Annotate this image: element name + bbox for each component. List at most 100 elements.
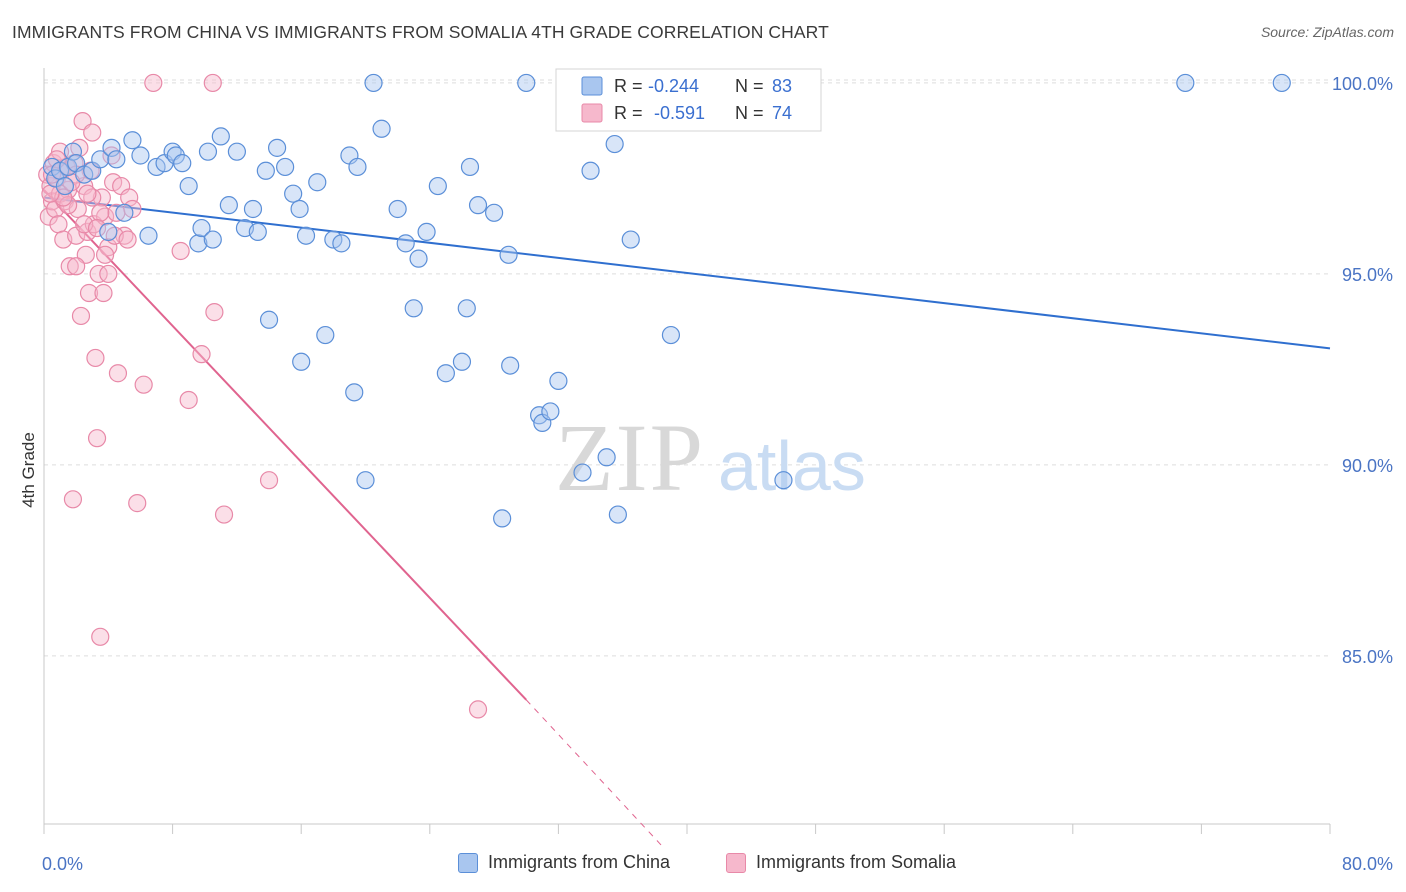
data-point-china [499,245,518,264]
data-point-somalia [203,73,222,93]
data-point-china [179,176,198,196]
source-label: Source: ZipAtlas.com [1260,24,1394,40]
data-point-somalia [86,348,105,368]
y-tick-label: 85.0% [1342,647,1393,667]
data-point-somalia [134,375,153,394]
data-point-somalia [63,490,83,509]
data-point-china [332,234,351,253]
data-point-china [428,176,447,196]
data-point-china [517,73,536,93]
data-point-china [131,146,150,165]
data-point-china [203,230,222,249]
legend-somalia-r-label: R = [614,103,643,123]
data-point-china [259,310,279,329]
data-point-china [284,184,303,203]
trend-line-china [43,196,1331,350]
data-point-china [605,134,624,154]
data-point-china [55,176,74,196]
data-point-china [345,383,364,402]
x-tick-labels: 0.0% 80.0% [42,854,1393,874]
data-point-china [308,173,327,192]
data-point-somalia [144,73,163,93]
data-point-somalia [214,505,234,524]
data-point-china [485,203,504,222]
data-point-somalia [49,215,68,234]
bottom-legend: Immigrants from China Immigrants from So… [0,852,1406,878]
legend-somalia-n-label: N = [735,103,764,123]
data-point-china [123,131,142,150]
data-point-china [166,146,185,165]
data-point-somalia [60,257,79,276]
bottom-legend-swatch-china [458,852,478,873]
data-point-china [436,364,455,383]
legend-swatch-somalia [581,103,603,123]
data-point-china [227,142,246,161]
data-point-china [661,325,681,345]
points-china [42,73,1291,528]
data-point-china [1176,73,1195,93]
data-point-china [219,196,238,215]
data-point-china [91,150,110,169]
data-point-somalia [179,390,198,410]
data-point-china [115,203,134,222]
data-point-china [457,299,476,318]
points-somalia [38,73,488,719]
data-point-china [417,222,436,241]
legend-swatch-china [581,76,603,96]
data-point-china [501,356,520,375]
data-point-china [198,142,218,161]
y-tick-labels: 85.0% 90.0% 95.0% 100.0% [1332,74,1393,667]
legend-china-r-label: R = [614,76,643,96]
x-tick-label: 0.0% [42,854,83,874]
legend-china-n-value: 83 [772,76,792,96]
watermark: ZIP atlas [555,404,866,511]
data-point-china [388,199,407,219]
data-point-china [452,352,472,371]
data-point-china [243,199,263,219]
data-point-somalia [99,264,118,284]
data-point-china [139,226,158,245]
data-point-china [356,471,375,490]
data-point-china [348,157,367,177]
data-point-china [396,234,415,253]
data-point-somalia [91,627,110,646]
bottom-legend-somalia-label: Immigrants from Somalia [756,852,957,872]
data-point-china [211,127,230,146]
grid-lines [44,79,1330,657]
data-point-somalia [92,188,111,207]
data-point-somalia [171,241,190,261]
data-point-china [404,299,423,318]
data-point-somalia [259,471,279,490]
data-point-somalia [71,306,91,326]
data-point-somalia [91,203,110,222]
data-point-china [290,199,309,219]
data-point-china [63,142,83,161]
data-point-somalia [108,364,128,383]
data-point-china [608,505,627,524]
trend-line-somalia [43,189,527,701]
data-point-china [292,352,311,371]
data-point-somalia [83,123,102,142]
data-point-somalia [192,345,211,364]
y-axis-label: 4th Grade [19,432,38,508]
data-point-china [189,234,208,253]
data-point-china [549,371,568,390]
data-point-somalia [78,184,97,203]
y-tick-label: 90.0% [1342,456,1393,476]
data-point-somalia [68,199,87,219]
data-point-china [276,157,295,177]
data-point-china [1272,73,1291,93]
data-point-china [573,463,592,482]
data-point-somalia [39,207,58,226]
data-point-china [364,73,383,93]
legend-china-n-label: N = [735,76,764,96]
data-point-china [256,161,275,180]
data-point-china [541,402,560,421]
legend-box: R = -0.244 N = 83 R = -0.591 N = 74 [555,68,822,132]
data-point-china [774,471,793,490]
data-point-somalia [87,218,107,238]
data-point-somalia [468,700,488,719]
x-tick-label: 80.0% [1342,854,1393,874]
y-tick-label: 100.0% [1332,74,1393,94]
